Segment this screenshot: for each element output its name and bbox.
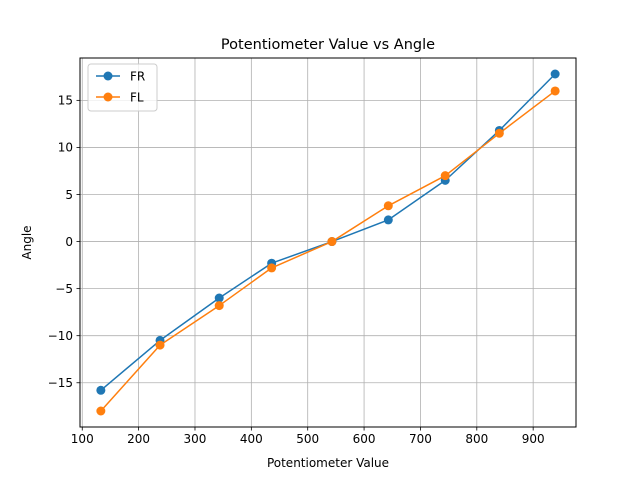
data-point-fr xyxy=(96,385,106,395)
x-tick-label: 600 xyxy=(353,432,376,446)
x-tick-label: 900 xyxy=(522,432,545,446)
legend-marker-fl xyxy=(103,92,113,102)
y-axis-label: Angle xyxy=(20,225,34,259)
y-tick-label: 15 xyxy=(58,94,73,108)
data-point-fr xyxy=(214,293,224,303)
y-tick-label: −10 xyxy=(48,329,73,343)
data-point-fl xyxy=(327,237,337,247)
plot-frame xyxy=(79,57,577,428)
y-tick-label: 5 xyxy=(65,188,73,202)
data-point-fl xyxy=(267,263,277,273)
data-point-fl xyxy=(383,201,393,211)
x-tick-label: 700 xyxy=(409,432,432,446)
chart-title: Potentiometer Value vs Angle xyxy=(221,37,435,53)
legend-marker-fr xyxy=(103,71,113,81)
y-tick-label: −5 xyxy=(55,282,73,296)
data-point-fr xyxy=(383,215,393,225)
x-tick-label: 100 xyxy=(71,432,94,446)
x-tick-label: 300 xyxy=(184,432,207,446)
series-layer xyxy=(96,69,560,416)
data-point-fl xyxy=(550,86,560,96)
legend: FR FL xyxy=(87,63,158,112)
data-point-fl xyxy=(214,301,224,311)
legend-box xyxy=(87,63,158,112)
legend-label-fl: FL xyxy=(130,90,144,104)
legend-label-fr: FR xyxy=(130,69,145,83)
y-tick-label: 0 xyxy=(65,235,73,249)
data-point-fr xyxy=(550,69,560,79)
data-point-fl xyxy=(440,171,450,181)
data-point-fl xyxy=(494,128,504,138)
x-tick-label: 800 xyxy=(465,432,488,446)
x-tick-label: 500 xyxy=(296,432,319,446)
data-point-fl xyxy=(96,406,106,416)
y-tick-label: −15 xyxy=(48,376,73,390)
x-tick-label: 200 xyxy=(127,432,150,446)
x-axis-label: Potentiometer Value xyxy=(267,456,389,470)
y-tick-label: 10 xyxy=(58,141,73,155)
data-point-fl xyxy=(155,340,165,350)
axis-ticks: 100 200 300 400 500 600 700 800 900 −15 −10 −5 0 5 10 1… xyxy=(48,94,545,446)
grid xyxy=(80,58,576,427)
x-tick-label: 400 xyxy=(240,432,263,446)
